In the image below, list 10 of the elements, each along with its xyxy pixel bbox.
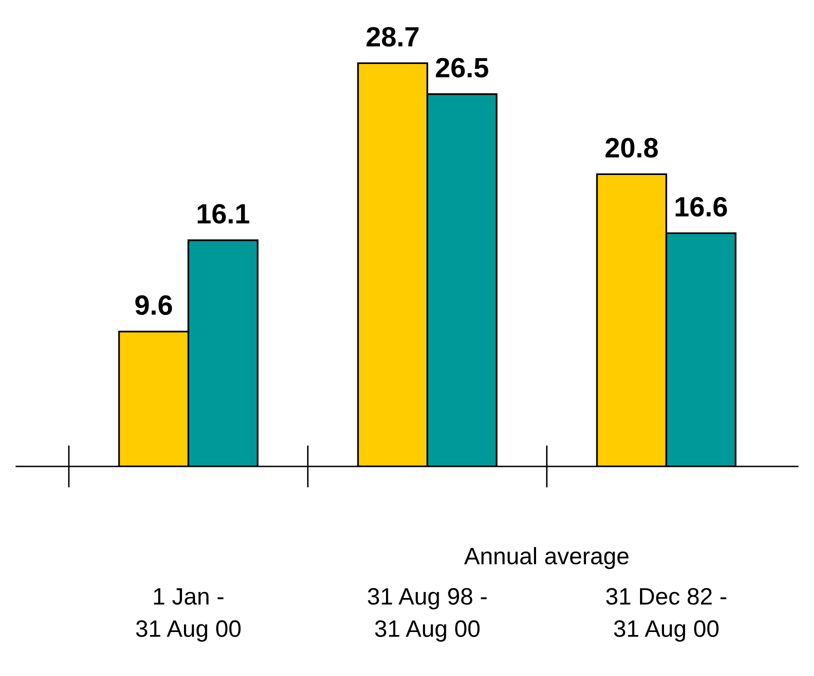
- data-label: 20.8: [606, 138, 658, 158]
- x-tick-label: 31 Aug 98 - 31 Aug 00: [368, 588, 487, 642]
- x-tick-label: 31 Dec 82 - 31 Aug 00: [606, 588, 726, 642]
- data-label: 28.7: [366, 26, 418, 47]
- data-label: 16.1: [198, 204, 250, 224]
- data-label: 26.5: [436, 58, 488, 78]
- text: Annual average: [464, 547, 628, 570]
- data-label: 16.6: [676, 196, 727, 217]
- x-tick-label: 1 Jan - 31 Aug 00: [136, 588, 241, 642]
- data-label: 9.6: [135, 295, 172, 315]
